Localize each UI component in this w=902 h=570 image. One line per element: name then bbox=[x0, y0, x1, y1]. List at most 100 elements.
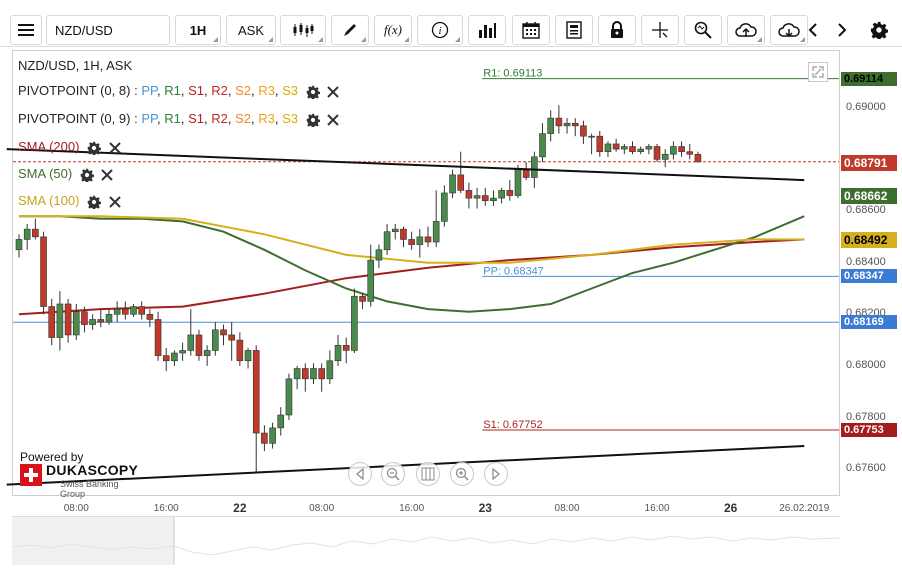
pivot-r2: R2 bbox=[211, 83, 228, 98]
candle bbox=[580, 120, 587, 144]
pen-icon bbox=[344, 24, 356, 36]
gear-icon[interactable] bbox=[87, 141, 102, 155]
pivot-r3: R3 bbox=[258, 83, 275, 98]
candle bbox=[400, 226, 407, 248]
price-type-selector[interactable]: ASK bbox=[226, 15, 276, 45]
symbol-input[interactable] bbox=[46, 15, 170, 45]
candle-body bbox=[154, 319, 162, 356]
price-tick-label: 0.67600 bbox=[846, 462, 886, 475]
legend-pivot-2[interactable]: PIVOTPOINT (0, 9) : PP, R1, S1, R2, S2, … bbox=[18, 111, 339, 127]
legend-sma50[interactable]: SMA (50) bbox=[18, 166, 114, 182]
candle-body bbox=[56, 303, 64, 338]
candle bbox=[154, 311, 162, 361]
navigator-chart bbox=[11, 517, 841, 565]
candle bbox=[604, 141, 612, 157]
candle bbox=[162, 347, 170, 372]
close-icon[interactable] bbox=[327, 85, 339, 98]
close-icon[interactable] bbox=[108, 141, 121, 154]
drawing-tools-button[interactable] bbox=[331, 15, 369, 45]
candle-body bbox=[596, 135, 604, 152]
hamburger-icon bbox=[18, 24, 34, 36]
gear-icon[interactable] bbox=[306, 85, 320, 99]
candle-body bbox=[522, 169, 530, 178]
gear-icon[interactable] bbox=[87, 195, 102, 209]
close-icon[interactable] bbox=[327, 113, 339, 126]
candle-body bbox=[130, 306, 137, 315]
legend-pivot-1[interactable]: PIVOTPOINT (0, 8) : PP, R1, S1, R2, S2, … bbox=[18, 83, 339, 99]
candle bbox=[171, 350, 178, 366]
candle-body bbox=[645, 146, 653, 150]
candle bbox=[481, 187, 489, 206]
pivot-r1: R1 bbox=[164, 83, 181, 98]
download-button[interactable] bbox=[770, 15, 808, 45]
menu-button[interactable] bbox=[10, 15, 42, 45]
scroll-back-button[interactable] bbox=[348, 462, 372, 486]
candle bbox=[490, 190, 497, 206]
navigator-panel[interactable] bbox=[11, 516, 841, 565]
candle-body bbox=[555, 117, 563, 127]
zoom-out-button[interactable] bbox=[381, 462, 405, 486]
legend-sma100[interactable]: SMA (100) bbox=[18, 193, 121, 209]
candle-body bbox=[212, 329, 219, 351]
chart-frame bbox=[12, 50, 840, 496]
zoom-in-button[interactable] bbox=[450, 462, 474, 486]
sma50-label: SMA (50) bbox=[18, 166, 73, 181]
scroll-forward-button[interactable] bbox=[484, 462, 508, 486]
candle-body bbox=[72, 311, 80, 336]
chart-type-button[interactable] bbox=[280, 15, 326, 45]
candle-body bbox=[588, 135, 595, 138]
price-tick-label: 0.68000 bbox=[846, 358, 886, 371]
candle-body bbox=[310, 368, 317, 380]
reset-zoom-button[interactable] bbox=[416, 462, 440, 486]
scroll-right-button[interactable] bbox=[829, 15, 855, 45]
fx-label: f(x) bbox=[383, 22, 403, 37]
info-button[interactable]: i bbox=[417, 15, 463, 45]
lock-button[interactable] bbox=[598, 15, 636, 45]
candle bbox=[212, 322, 219, 356]
candle-body bbox=[531, 156, 538, 178]
candle-body bbox=[326, 360, 334, 380]
candle-body bbox=[48, 306, 56, 338]
upload-button[interactable] bbox=[727, 15, 765, 45]
candle-body bbox=[449, 174, 456, 194]
candle-body bbox=[408, 239, 415, 245]
volume-button[interactable] bbox=[468, 15, 506, 45]
time-tick-label: 23 bbox=[478, 501, 492, 515]
candle bbox=[236, 332, 244, 366]
scroll-left-button[interactable] bbox=[800, 15, 826, 45]
gear-icon bbox=[870, 21, 888, 39]
zoom-in-icon bbox=[455, 467, 469, 481]
crosshair-button[interactable] bbox=[641, 15, 679, 45]
legend-sma200[interactable]: SMA (200) bbox=[18, 139, 121, 155]
candle bbox=[269, 422, 276, 449]
close-icon[interactable] bbox=[108, 195, 121, 208]
calendar-button[interactable] bbox=[512, 15, 550, 45]
candle bbox=[195, 329, 203, 361]
document-icon bbox=[566, 21, 582, 39]
level-price-tag: 0.68347 bbox=[841, 269, 897, 284]
candle-body bbox=[334, 344, 342, 362]
maximize-button[interactable] bbox=[808, 62, 828, 82]
candle-body bbox=[416, 236, 424, 245]
sma-line bbox=[19, 215, 805, 313]
candle-body bbox=[539, 133, 546, 158]
sma100-label: SMA (100) bbox=[18, 193, 80, 208]
indicators-button[interactable]: f(x) bbox=[374, 15, 412, 45]
candle-body bbox=[138, 306, 145, 315]
candle-body bbox=[563, 122, 571, 127]
candle bbox=[318, 363, 325, 392]
candle bbox=[539, 123, 546, 162]
gear-icon[interactable] bbox=[306, 113, 320, 127]
settings-button[interactable] bbox=[864, 15, 894, 45]
cloud-upload-icon bbox=[735, 23, 757, 37]
zoom-button[interactable] bbox=[684, 15, 722, 45]
report-button[interactable] bbox=[555, 15, 593, 45]
candle-body bbox=[113, 308, 121, 315]
close-icon[interactable] bbox=[101, 168, 114, 181]
candle-body bbox=[367, 259, 375, 302]
timeframe-selector[interactable]: 1H bbox=[175, 15, 221, 45]
gear-icon[interactable] bbox=[80, 168, 94, 182]
candle bbox=[326, 350, 334, 384]
candle-body bbox=[23, 228, 31, 240]
